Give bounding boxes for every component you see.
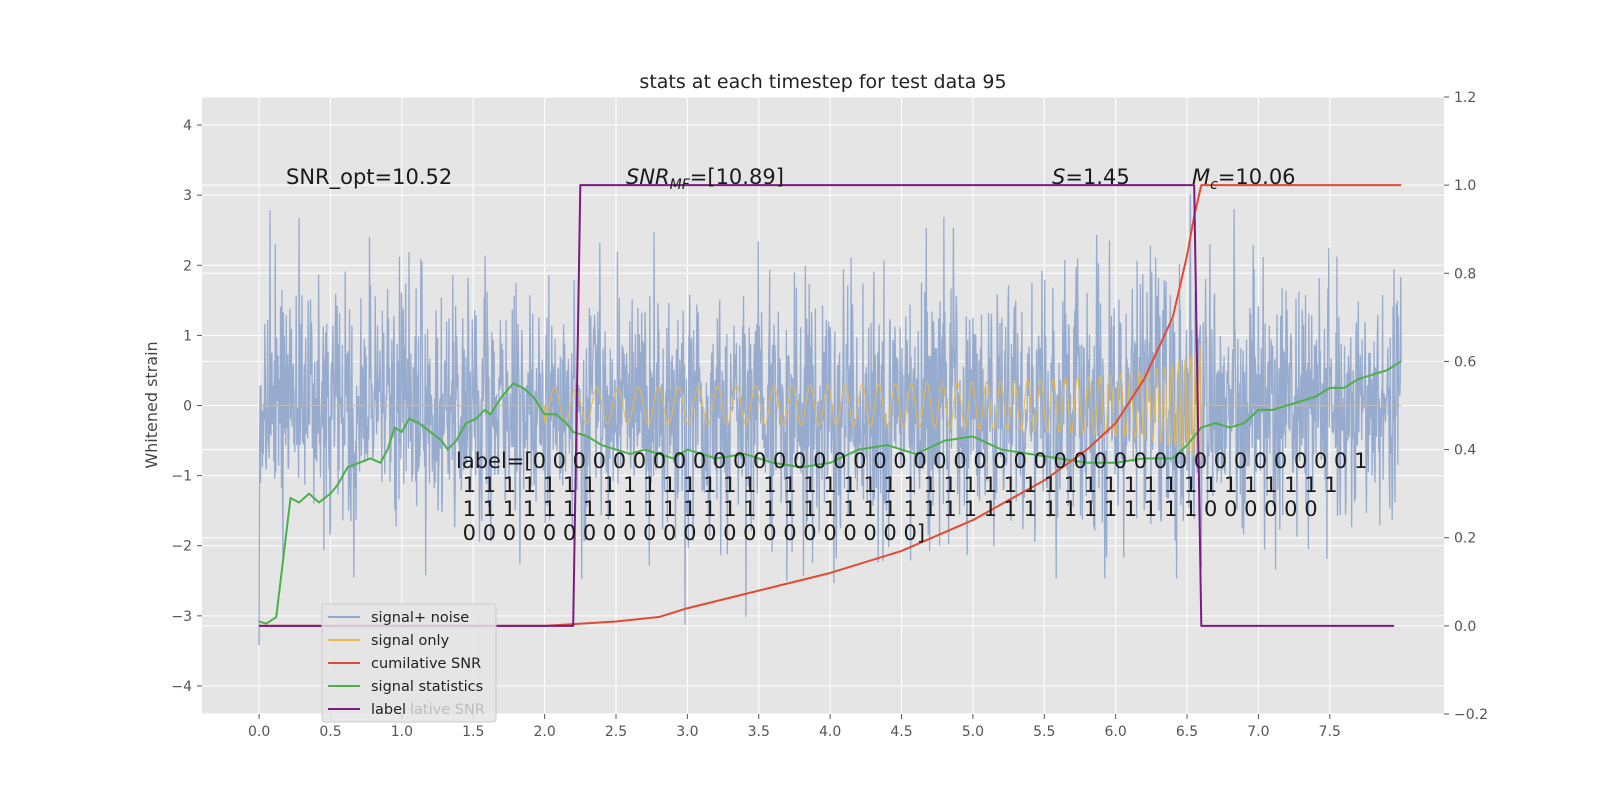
y-tick-label-3: 1 xyxy=(183,328,192,344)
legend-label-signal-only: signal only xyxy=(371,633,450,649)
x-tick-label-8: 4.0 xyxy=(819,724,841,740)
annotation-s: S=1.45 xyxy=(1052,165,1130,189)
y2-axis-ticks: 1.2 1.0 0.8 0.6 0.4 0.2 0.0 −0.2 xyxy=(1444,90,1488,723)
series-signal-noise xyxy=(258,194,1402,645)
legend-ghost-text: lative SNR xyxy=(410,702,485,718)
x-tick-label-14: 7.0 xyxy=(1247,724,1269,740)
snr-mf-value: =[10.89] xyxy=(690,165,784,189)
y-tick-label-0: 4 xyxy=(183,118,192,134)
x-axis-ticks: 0.0 0.5 1.0 1.5 2.0 2.5 3.0 3.5 4.0 4.5 5.0 5.5 6.0 6… xyxy=(248,714,1341,740)
annotation-mc: Mc=10.06 xyxy=(1192,165,1296,193)
legend-label-signal-statistics: signal statistics xyxy=(371,679,483,695)
y2-tick-label-3: 0.6 xyxy=(1454,354,1476,370)
y2-tick-label-5: 0.2 xyxy=(1454,531,1476,547)
s-value: =1.45 xyxy=(1065,165,1129,189)
x-tick-label-12: 6.0 xyxy=(1105,724,1127,740)
x-tick-label-13: 6.5 xyxy=(1176,724,1198,740)
legend-label-cumulative-snr: cumilative SNR xyxy=(371,656,481,672)
series-signal-only xyxy=(259,343,1402,464)
annotation-snr-opt: SNR_opt=10.52 xyxy=(286,165,452,190)
legend-label-signal-noise: signal+ noise xyxy=(371,610,469,626)
y-tick-label-1: 3 xyxy=(183,188,192,204)
x-tick-label-11: 5.5 xyxy=(1033,724,1055,740)
mc-sub: c xyxy=(1210,177,1218,193)
x-tick-label-1: 0.5 xyxy=(319,724,341,740)
y2-tick-label-7: −0.2 xyxy=(1454,707,1488,723)
x-tick-label-0: 0.0 xyxy=(248,724,270,740)
snr-mf-sub: MF xyxy=(670,177,691,193)
annotation-label-line-1: label=[0 0 0 0 0 0 0 0 0 0 0 0 0 0 0 0 0… xyxy=(456,449,1367,473)
line-signal-statistics xyxy=(258,360,1402,625)
x-tick-label-10: 5.0 xyxy=(962,724,984,740)
y2-tick-label-6: 0.0 xyxy=(1454,619,1476,635)
legend: lative SNR signal+ noise signal only cum… xyxy=(321,603,497,723)
legend-box xyxy=(321,603,497,723)
y-tick-label-4: 0 xyxy=(183,399,192,415)
x-tick-label-5: 2.5 xyxy=(605,724,627,740)
legend-label-label: label xyxy=(371,702,406,718)
annotation-label-line-3: 1 1 1 1 1 1 1 1 1 1 1 1 1 1 1 1 1 1 1 1 … xyxy=(456,497,1318,521)
x-tick-label-2: 1.0 xyxy=(391,724,413,740)
line-signal-only xyxy=(259,343,1402,464)
chart-title: stats at each timestep for test data 95 xyxy=(639,71,1006,93)
y-axis-ticks: 4 3 2 1 0 −1 −2 −3 −4 xyxy=(171,118,202,695)
line-label xyxy=(259,184,1395,627)
mc-var: M xyxy=(1192,165,1210,189)
y-tick-label-6: −2 xyxy=(171,539,192,555)
x-tick-label-6: 3.0 xyxy=(676,724,698,740)
mc-value: =10.06 xyxy=(1218,165,1296,189)
y2-tick-label-4: 0.4 xyxy=(1454,443,1476,459)
y-tick-label-5: −1 xyxy=(171,469,192,485)
y-tick-label-7: −3 xyxy=(171,609,192,625)
y-tick-label-8: −4 xyxy=(171,679,192,695)
x-tick-label-15: 7.5 xyxy=(1319,724,1341,740)
line-signal-noise xyxy=(258,194,1402,645)
series-lines xyxy=(258,184,1402,627)
y-axis-label: Whitened strain xyxy=(142,341,161,468)
annotation-label-line-2: 1 1 1 1 1 1 1 1 1 1 1 1 1 1 1 1 1 1 1 1 … xyxy=(456,473,1338,497)
x-tick-label-9: 4.5 xyxy=(890,724,912,740)
snr-mf-var: SNR xyxy=(626,165,670,189)
x-tick-label-4: 2.0 xyxy=(533,724,555,740)
x-tick-label-3: 1.5 xyxy=(462,724,484,740)
annotation-snr-mf: SNRMF=[10.89] xyxy=(626,165,784,193)
s-var: S xyxy=(1052,165,1065,189)
annotation-label-line-4: 0 0 0 0 0 0 0 0 0 0 0 0 0 0 0 0 0 0 0 0 … xyxy=(456,521,925,545)
x-tick-label-7: 3.5 xyxy=(748,724,770,740)
y2-tick-label-0: 1.2 xyxy=(1454,90,1476,106)
y-tick-label-2: 2 xyxy=(183,258,192,274)
y2-tick-label-2: 0.8 xyxy=(1454,266,1476,282)
y2-tick-label-1: 1.0 xyxy=(1454,178,1476,194)
